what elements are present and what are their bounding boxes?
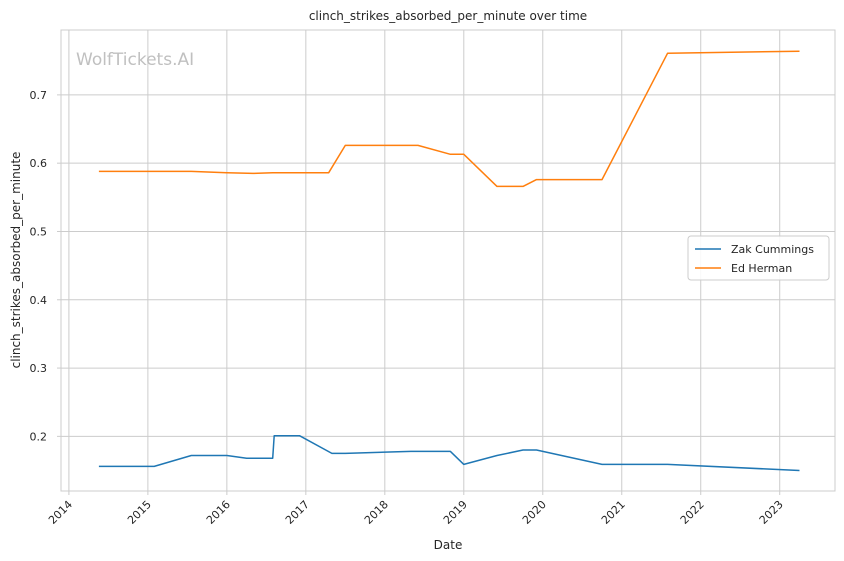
y-tick-label: 0.6 — [30, 157, 48, 170]
x-tick-label: 2014 — [46, 498, 75, 527]
series-lines — [98, 50, 800, 472]
y-axis-title: clinch_strikes_absorbed_per_minute — [9, 152, 23, 369]
x-tick-label: 2021 — [599, 498, 628, 527]
x-tick-label: 2017 — [283, 498, 312, 527]
x-tick-label: 2019 — [441, 498, 470, 527]
x-axis-title: Date — [434, 538, 463, 552]
x-tick-label: 2023 — [757, 498, 786, 527]
watermark: WolfTickets.AI — [76, 50, 194, 70]
x-tick-label: 2016 — [204, 498, 233, 527]
x-tick-label: 2022 — [678, 498, 707, 527]
y-tick-label: 0.3 — [30, 362, 48, 375]
x-tick-label: 2020 — [520, 498, 549, 527]
legend-box — [687, 235, 830, 281]
x-axis-ticks: 2014 2015 2016 2017 2018 2019 2020 2021 2022 2023 — [46, 491, 786, 527]
plot-frame — [60, 29, 836, 492]
series-line-ed-herman — [98, 50, 800, 188]
legend: Zak Cummings Ed Herman — [687, 235, 830, 281]
y-tick-label: 0.4 — [30, 294, 48, 307]
chart-title: clinch_strikes_absorbed_per_minute over … — [309, 9, 587, 23]
x-tick-label: 2015 — [125, 498, 154, 527]
x-tick-label: 2018 — [362, 498, 391, 527]
y-axis-ticks: 0.2 0.3 0.4 0.5 0.6 0.7 — [30, 89, 61, 443]
y-tick-label: 0.7 — [30, 89, 48, 102]
y-tick-label: 0.2 — [30, 430, 48, 443]
series-line-zak-cummings — [98, 434, 800, 472]
legend-label-zak-cummings: Zak Cummings — [731, 243, 814, 256]
legend-label-ed-herman: Ed Herman — [731, 262, 792, 275]
y-tick-label: 0.5 — [30, 225, 48, 238]
